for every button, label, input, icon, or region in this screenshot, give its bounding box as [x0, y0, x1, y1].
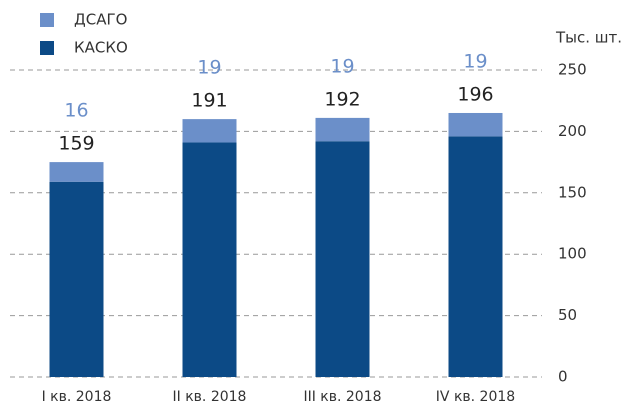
x-tick-label: I кв. 2018: [42, 389, 112, 405]
bar-segment: [448, 136, 503, 377]
value-label: 19: [463, 50, 487, 72]
legend-swatch: [40, 13, 54, 27]
value-label: 19: [197, 57, 221, 79]
y-tick-label: 100: [558, 245, 587, 263]
legend-label: ДСАГО: [74, 11, 127, 29]
y-tick-label: 250: [558, 61, 587, 79]
bar-segment: [315, 141, 370, 377]
y-tick-label: 200: [558, 122, 587, 140]
x-tick-label: III кв. 2018: [303, 389, 381, 405]
bar-segment: [182, 119, 237, 143]
bar-segment: [49, 162, 104, 182]
y-tick-label: 150: [558, 183, 587, 201]
value-label: 159: [58, 133, 94, 155]
bar-segment: [49, 181, 104, 377]
value-label: 191: [191, 90, 227, 112]
y-tick-label: 50: [558, 306, 577, 324]
bar-segment: [182, 142, 237, 377]
value-label: 192: [324, 88, 360, 110]
legend-label: КАСКО: [74, 39, 128, 57]
bar-segment: [315, 117, 370, 142]
y-tick-label: 0: [558, 368, 568, 386]
legend-swatch: [40, 41, 54, 55]
value-label: 19: [330, 55, 354, 77]
x-tick-label: II кв. 2018: [173, 389, 247, 405]
bar-segment: [448, 112, 503, 137]
x-tick-label: IV кв. 2018: [436, 389, 515, 405]
value-label: 16: [64, 100, 88, 122]
y-axis-label: Тыс. шт.: [555, 29, 622, 47]
value-label: 196: [457, 83, 493, 105]
